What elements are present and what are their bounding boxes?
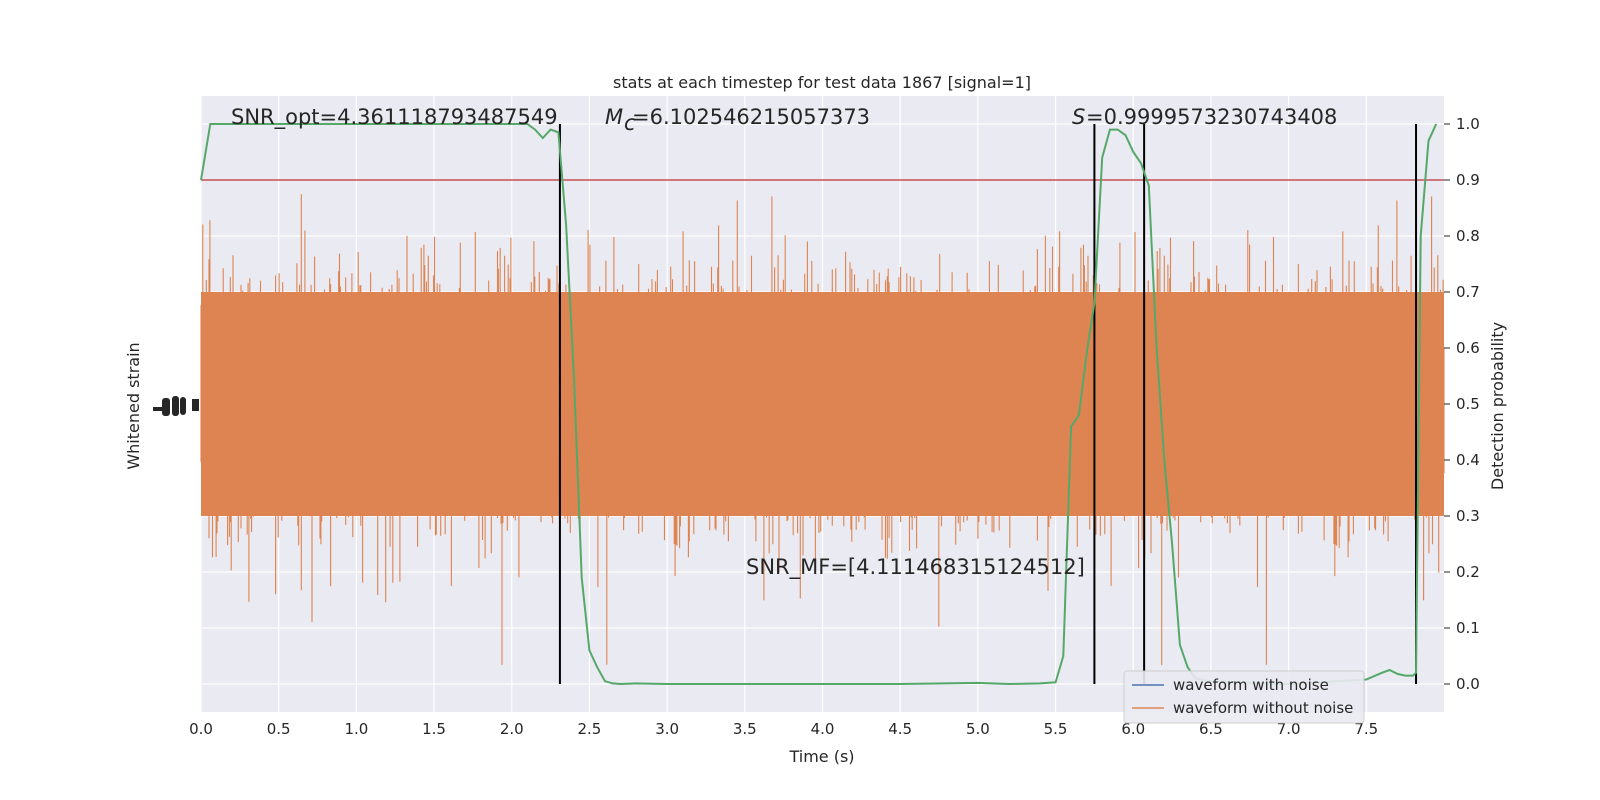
- x-tick-label-2: 1.0: [344, 720, 368, 738]
- y-tick-label-5: 0.5: [1456, 395, 1480, 413]
- y-axis-label-left: Whitened strain: [124, 342, 143, 469]
- x-axis-label: Time (s): [788, 747, 854, 766]
- x-tick-label-13: 6.5: [1199, 720, 1223, 738]
- x-tick-label-0: 0.0: [189, 720, 213, 738]
- y-tick-label-9: 0.9: [1456, 171, 1480, 189]
- x-tick-label-1: 0.5: [267, 720, 291, 738]
- y-tick-label-2: 0.2: [1456, 563, 1480, 581]
- y-axis-label-right: Detection probability: [1488, 322, 1507, 490]
- svg-text:M: M: [605, 105, 623, 129]
- x-tick-label-7: 3.5: [733, 720, 757, 738]
- x-tick-label-10: 5.0: [966, 720, 990, 738]
- y-tick-label-8: 0.8: [1456, 227, 1480, 245]
- y-tick-label-6: 0.6: [1456, 339, 1480, 357]
- legend-label-1: waveform without noise: [1173, 699, 1353, 717]
- y-tick-label-7: 0.7: [1456, 283, 1480, 301]
- legend: waveform with noise waveform without noi…: [1123, 670, 1365, 724]
- x-tick-label-14: 7.0: [1277, 720, 1301, 738]
- snr-opt-annotation: SNR_opt=4.361118793487549: [231, 105, 558, 130]
- s-value: =0.9999573230743408: [1086, 105, 1337, 129]
- snr-mf-annotation: SNR_MF=[4.111468315124512]: [746, 555, 1085, 580]
- y-ticks-right: 0.0 0.1 0.2 0.3 0.4 0.5 0.6 0.7 0.8 0.9 1.0: [1444, 115, 1480, 693]
- x-tick-label-9: 4.5: [888, 720, 912, 738]
- x-tick-label-3: 1.5: [422, 720, 446, 738]
- y-tick-label-4: 0.4: [1456, 451, 1480, 469]
- x-tick-label-8: 4.0: [811, 720, 835, 738]
- legend-label-0: waveform with noise: [1173, 676, 1329, 694]
- x-tick-label-6: 3.0: [655, 720, 679, 738]
- svg-text:S: S: [1072, 105, 1085, 129]
- mc-annotation: M c =6.102546215057373: [605, 105, 870, 135]
- y-tick-label-0: 0.0: [1456, 675, 1480, 693]
- y-tick-label-1: 0.1: [1456, 619, 1480, 637]
- y-tick-label-10: 1.0: [1456, 115, 1480, 133]
- legend-box: [1123, 670, 1365, 724]
- left-axis-clutter: [153, 396, 199, 416]
- svg-text:c: c: [624, 111, 636, 135]
- x-tick-label-12: 6.0: [1121, 720, 1145, 738]
- y-tick-label-3: 0.3: [1456, 507, 1480, 525]
- strain-trace: [200, 194, 1445, 666]
- x-tick-label-11: 5.5: [1044, 720, 1068, 738]
- x-ticks: 0.0 0.5 1.0 1.5 2.0 2.5 3.0 3.5 4.0 4.5 5.0 5.5 6.0 6…: [189, 720, 1378, 738]
- x-tick-label-4: 2.0: [500, 720, 524, 738]
- x-tick-label-15: 7.5: [1354, 720, 1378, 738]
- mc-value: =6.102546215057373: [632, 105, 870, 129]
- chart-title: stats at each timestep for test data 186…: [613, 73, 1031, 92]
- strain-series: [200, 194, 1445, 666]
- s-annotation: S =0.9999573230743408: [1072, 105, 1337, 129]
- x-tick-label-5: 2.5: [578, 720, 602, 738]
